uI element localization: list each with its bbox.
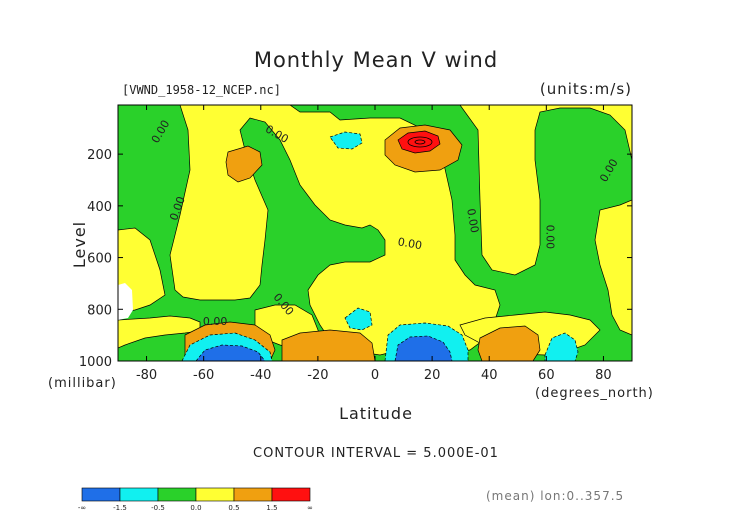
y-tick-label: 200 xyxy=(87,148,112,163)
units-label: (units:m/s) xyxy=(539,80,632,98)
x-tick-label: -40 xyxy=(250,368,271,383)
colorbar-swatch xyxy=(119,487,159,502)
chart-title: Monthly Mean V wind xyxy=(253,48,499,72)
colorbar-tick-label: -∞ xyxy=(78,504,86,512)
y-tick-label: 1000 xyxy=(79,355,112,370)
colorbar-swatch xyxy=(157,487,197,502)
x-tick-label: -20 xyxy=(307,368,328,383)
x-tick-label: -60 xyxy=(193,368,214,383)
field-blue-minimum-west xyxy=(195,344,266,361)
field-negative-region-west xyxy=(118,105,632,361)
colorbar-tick-label: -0.5 xyxy=(151,504,165,512)
colorbar-swatch xyxy=(195,487,235,502)
x-axis-ticks: -80 -60 -40 -20 0 20 40 60 80 xyxy=(136,105,612,383)
dataset-label: [VWND_1958-12_NCEP.nc] xyxy=(122,83,281,97)
y-axis-ticks: 200 400 600 800 1000 xyxy=(79,148,632,370)
field-missing-data xyxy=(118,283,133,320)
field-cyan-mid xyxy=(344,307,373,331)
colorbar-swatch xyxy=(233,487,273,502)
field-cyan-lower-east xyxy=(544,332,579,361)
contour-label: 0.00 xyxy=(464,208,481,234)
x-tick-label: 60 xyxy=(538,368,555,383)
contour-interval-text: CONTOUR INTERVAL = 5.000E-01 xyxy=(253,446,499,461)
x-axis-unit: (degrees_north) xyxy=(535,386,654,401)
y-tick-label: 600 xyxy=(87,252,112,267)
y-tick-label: 800 xyxy=(87,303,112,318)
contour-peak-center xyxy=(414,139,426,145)
y-axis-unit: (millibar) xyxy=(48,376,117,391)
field-orange-lower-mid xyxy=(281,329,376,361)
footnote: (mean) lon:0..357.5 xyxy=(486,489,625,503)
field-orange-upper-left xyxy=(225,145,263,183)
y-tick-label: 400 xyxy=(87,200,112,215)
colorbar-swatch xyxy=(81,487,121,502)
field-orange-lower-east xyxy=(477,325,541,361)
field-cyan-upper xyxy=(329,131,363,150)
contour-peak-inner xyxy=(407,136,433,148)
colorbar-tick-label: -1.5 xyxy=(113,504,127,512)
colorbar-tick-label: 0.5 xyxy=(228,504,239,512)
x-tick-label: 40 xyxy=(481,368,498,383)
contour-label: 0.00 xyxy=(203,315,228,328)
x-tick-label: 80 xyxy=(595,368,612,383)
x-tick-label: 0 xyxy=(371,368,379,383)
colorbar-tick-label: ∞ xyxy=(307,504,313,512)
colorbar-tick-label: 1.5 xyxy=(266,504,277,512)
colorbar-swatch xyxy=(271,487,311,502)
x-tick-label: 20 xyxy=(424,368,441,383)
field-blue-minimum-center xyxy=(394,335,453,361)
x-axis-label: Latitude xyxy=(339,404,413,423)
colorbar: -∞ -1.5 -0.5 0.0 0.5 1.5 ∞ xyxy=(78,487,313,512)
contour-label: 0.00 xyxy=(543,225,556,250)
field-red-maximum xyxy=(397,130,441,154)
colorbar-tick-label: 0.0 xyxy=(190,504,201,512)
x-tick-label: -80 xyxy=(136,368,157,383)
contour-label: 0.00 xyxy=(397,235,423,252)
y-axis-label: Level xyxy=(70,220,90,269)
plot-area xyxy=(118,105,632,361)
